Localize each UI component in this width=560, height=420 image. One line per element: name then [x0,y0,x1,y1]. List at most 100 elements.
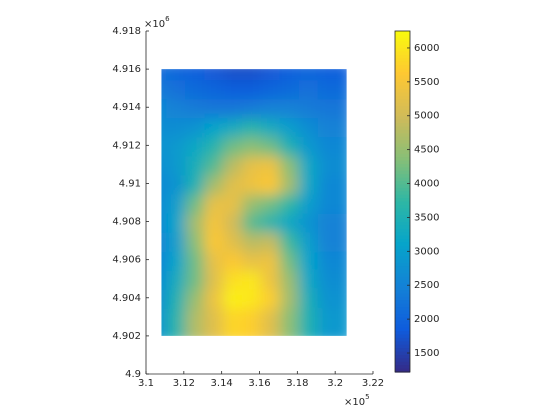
y-tick-label: 4.914 [112,102,141,113]
y-tick-label: 4.902 [112,331,141,342]
colorbar-step [395,106,410,111]
x-exponent-power: 5 [365,393,369,401]
colorbar-step [395,256,410,261]
colorbar-step [395,341,410,346]
colorbar-step [395,249,410,254]
colorbar-step [395,160,410,165]
colorbar-step [395,150,410,155]
colorbar-step [395,368,410,373]
colorbar-step [395,320,410,325]
colorbar-step [395,116,410,121]
colorbar-step [395,201,410,206]
colorbar-step [395,41,410,46]
colorbar-step [395,365,410,370]
x-tick-label: 3.22 [362,378,384,389]
colorbar-step [395,174,410,179]
x-tick-label: 3.18 [286,378,308,389]
colorbar-tick-label: 5000 [414,111,439,122]
colorbar-step [395,293,410,298]
colorbar-step [395,68,410,73]
colorbar-step [395,194,410,199]
colorbar-step [395,303,410,308]
colorbar-step [395,279,410,284]
colorbar-step [395,259,410,264]
colorbar-tick-label: 2500 [414,280,439,291]
colorbar-step [395,78,410,83]
colorbar-step [395,133,410,138]
colorbar-step [395,327,410,332]
x-exponent: ×105 [344,393,370,408]
colorbar-step [395,290,410,295]
colorbar-step [395,37,410,42]
colorbar-step [395,187,410,192]
colorbar-step [395,262,410,267]
y-exponent-power: 6 [165,15,170,23]
colorbar-step [395,300,410,305]
colorbar-step [395,204,410,209]
colorbar-step [395,354,410,359]
x-tick-label: 3.12 [173,378,195,389]
colorbar-step [395,95,410,100]
colorbar-step [395,75,410,80]
y-tick-label: 4.916 [112,64,141,75]
colorbar-tick-label: 3500 [414,212,439,223]
colorbar-step [395,228,410,233]
image-cells [161,69,347,336]
colorbar-step [395,286,410,291]
colorbar-step [395,170,410,175]
y-tick-label: 4.912 [112,140,141,151]
colorbar-step [395,337,410,342]
colorbar-step [395,276,410,281]
y-exponent: ×106 [144,15,170,30]
colorbar-tick-label: 5500 [414,77,439,88]
colorbar-step [395,44,410,49]
colorbar-step [395,126,410,131]
colorbar-step [395,208,410,213]
colorbar-tick-label: 4500 [414,145,439,156]
colorbar-step [395,82,410,87]
colorbar-step [395,181,410,186]
colorbar-step [395,184,410,189]
x-tick-label: 3.16 [248,378,270,389]
colorbar-tick-label: 6000 [414,43,439,54]
colorbar-step [395,348,410,353]
colorbar-step [395,191,410,196]
colorbar-step [395,48,410,53]
image [161,69,347,336]
colorbar-step [395,317,410,322]
colorbar-step [395,239,410,244]
colorbar-step [395,252,410,257]
colorbar-frame [394,30,411,373]
y-tick-label: 4.9 [125,369,141,380]
colorbar-step [395,109,410,114]
colorbar-step [395,31,410,36]
y-tick-label: 4.918 [112,26,141,37]
colorbar-step [395,331,410,336]
colorbar-step [395,273,410,278]
colorbar-step [395,54,410,59]
colorbar-step [395,58,410,63]
colorbar-step [395,232,410,237]
colorbar-step [395,283,410,288]
colorbar-step [395,146,410,151]
colorbar-step [395,85,410,90]
x-exponent-base: ×10 [344,397,365,408]
colorbar-step [395,215,410,220]
colorbar-step [395,235,410,240]
colorbar-step [395,51,410,56]
colorbar-step [395,242,410,247]
colorbar-step [395,211,410,216]
colorbar-step [395,71,410,76]
colorbar-step [395,334,410,339]
colorbar-step [395,119,410,124]
colorbar-step [395,153,410,158]
colorbar-step [395,361,410,366]
colorbar-step [395,163,410,168]
colorbar-step [395,344,410,349]
y-exponent-base: ×10 [144,19,165,30]
colorbar-step [395,143,410,148]
colorbar-step [395,102,410,107]
colorbar-step [395,198,410,203]
